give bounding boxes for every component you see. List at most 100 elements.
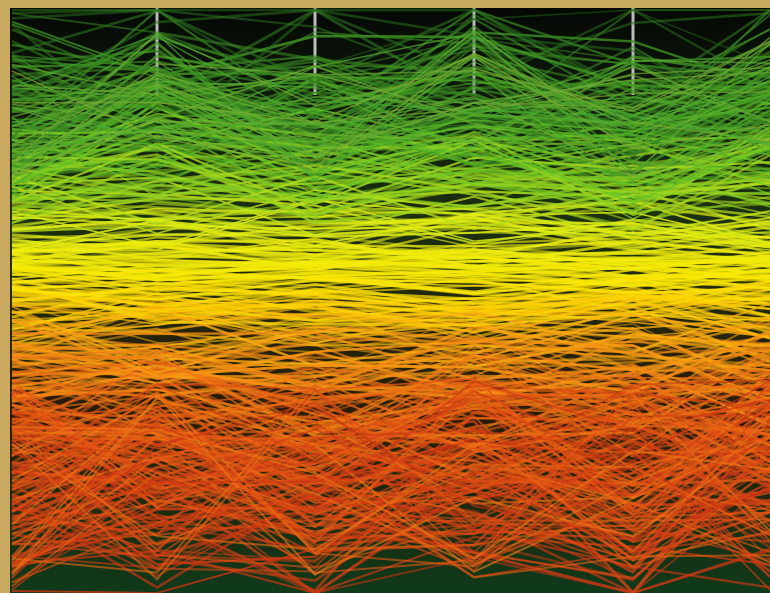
polyline <box>11 390 770 578</box>
polyline <box>11 30 770 162</box>
polyline <box>11 393 770 576</box>
polyline <box>11 477 770 545</box>
polyline <box>11 336 770 379</box>
polyline <box>11 212 770 251</box>
polyline <box>11 405 770 579</box>
polyline <box>11 237 770 268</box>
polyline <box>11 236 770 269</box>
polyline <box>11 80 770 146</box>
polyline <box>11 391 770 555</box>
polyline <box>11 268 770 295</box>
polyline <box>11 239 770 260</box>
line-layer <box>11 8 770 593</box>
polyline <box>11 428 770 550</box>
polyline <box>11 201 770 247</box>
polyline <box>11 274 770 301</box>
polyline <box>11 8 770 139</box>
polyline <box>11 403 770 584</box>
polyline <box>11 388 770 569</box>
polyline <box>11 355 770 434</box>
polyline <box>11 331 770 405</box>
polyline <box>11 397 770 588</box>
polyline <box>11 286 770 321</box>
polyline <box>11 281 770 296</box>
polyline <box>11 34 770 145</box>
polyline <box>11 386 770 509</box>
polyline <box>11 301 770 354</box>
polyline <box>11 137 770 210</box>
polyline <box>11 235 770 266</box>
polyline <box>11 32 770 164</box>
polyline <box>11 54 770 173</box>
polyline <box>11 112 770 208</box>
polyline <box>11 153 770 232</box>
polyline <box>11 384 770 574</box>
polyline <box>11 265 770 286</box>
polyline <box>11 42 770 177</box>
polyline <box>11 59 770 163</box>
polyline <box>11 145 770 225</box>
polyline <box>11 341 770 473</box>
polyline <box>11 160 770 218</box>
polyline <box>11 264 770 280</box>
polyline <box>11 254 770 278</box>
polyline <box>11 33 770 181</box>
polyline <box>11 43 770 151</box>
polyline <box>11 8 770 108</box>
polyline <box>11 267 770 286</box>
polyline <box>11 148 770 218</box>
polyline <box>11 312 770 368</box>
polyline <box>11 379 770 484</box>
polyline <box>11 292 770 322</box>
polyline <box>11 102 770 211</box>
polyline <box>11 292 770 331</box>
polyline <box>11 429 770 573</box>
polyline <box>11 312 770 387</box>
polyline <box>11 119 770 186</box>
polyline <box>11 8 770 145</box>
polyline <box>11 185 770 237</box>
polyline <box>11 336 770 377</box>
polyline <box>11 207 770 251</box>
polyline <box>11 280 770 314</box>
polyline <box>11 219 770 240</box>
polyline <box>11 413 770 554</box>
polyline <box>11 207 770 249</box>
polyline <box>11 335 770 388</box>
polyline <box>11 424 770 551</box>
polyline <box>11 31 770 150</box>
polyline <box>11 343 770 427</box>
polyline <box>11 395 770 568</box>
polyline <box>11 279 770 319</box>
polyline <box>11 391 770 581</box>
polyline <box>11 318 770 394</box>
polyline <box>11 71 770 147</box>
polyline <box>11 54 770 129</box>
polyline <box>11 282 770 327</box>
polyline <box>11 425 770 560</box>
polyline <box>11 185 770 236</box>
polyline <box>11 473 770 579</box>
polyline <box>11 400 770 562</box>
polyline <box>11 362 770 457</box>
polyline <box>11 383 770 568</box>
polyline <box>11 379 770 550</box>
polyline <box>11 54 770 150</box>
polyline <box>11 71 770 165</box>
polyline <box>11 437 770 558</box>
polyline <box>11 259 770 279</box>
polyline <box>11 8 770 122</box>
polyline <box>11 258 770 276</box>
polyline <box>11 383 770 573</box>
polyline <box>11 41 770 153</box>
polyline <box>11 293 770 310</box>
polyline <box>11 417 770 546</box>
polyline <box>11 8 770 127</box>
polyline <box>11 140 770 201</box>
polyline <box>11 59 770 147</box>
polyline <box>11 120 770 206</box>
polyline <box>11 382 770 526</box>
polyline <box>11 43 770 172</box>
